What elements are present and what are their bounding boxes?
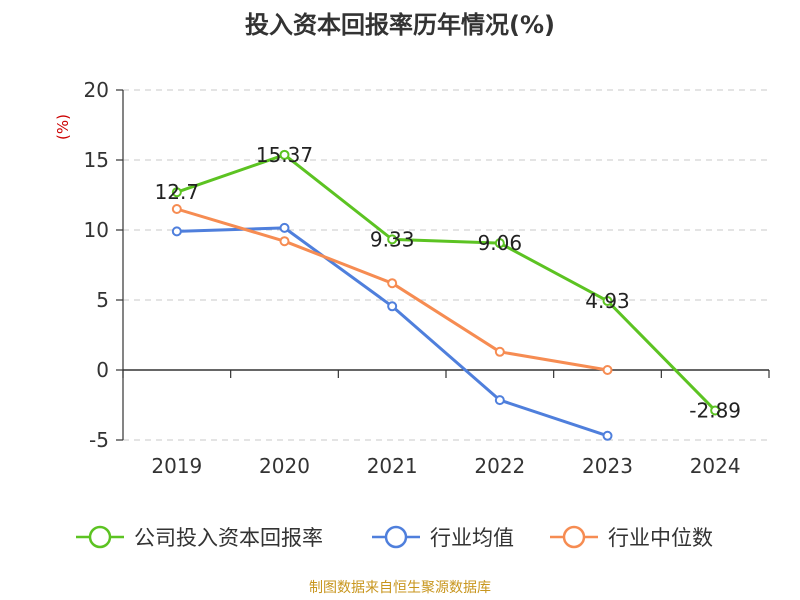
legend-label: 行业中位数	[608, 526, 713, 550]
data-point	[171, 187, 182, 198]
data-label: 9.33	[370, 227, 415, 251]
y-axis-unit: (%)	[54, 114, 72, 140]
legend-label: 公司投入资本回报率	[134, 526, 323, 550]
x-axis: 2019 2020 2021 2022 2023 2024	[122, 369, 770, 478]
data-point	[279, 222, 290, 233]
x-tick-label: 2020	[259, 454, 310, 478]
legend-marker	[562, 525, 586, 549]
chart-title: 投入资本回报率历年情况(%)	[245, 11, 555, 39]
x-tick-label: 2024	[690, 454, 741, 478]
data-point	[710, 405, 721, 416]
series-line-1	[176, 226, 608, 438]
x-tick-label: 2022	[474, 454, 525, 478]
legend-marker	[88, 525, 112, 549]
data-label: 15.37	[256, 143, 313, 167]
data-label: 9.06	[478, 231, 523, 255]
data-point	[387, 301, 398, 312]
data-label: 4.93	[585, 289, 630, 313]
data-point	[494, 346, 505, 357]
x-tick-label: 2021	[367, 454, 418, 478]
grid-lines	[123, 89, 769, 441]
x-tick-label: 2019	[151, 454, 202, 478]
data-point	[387, 234, 398, 245]
data-point	[171, 204, 182, 214]
legend-marker	[384, 525, 408, 549]
data-point	[602, 295, 613, 306]
y-tick-label: 5	[96, 288, 109, 312]
x-tick-label: 2023	[582, 454, 633, 478]
series-line-0	[176, 153, 717, 412]
data-point	[387, 278, 398, 289]
data-point	[171, 226, 182, 237]
y-tick-label: 20	[84, 78, 109, 102]
y-tick-label: -5	[89, 428, 109, 452]
data-point	[279, 149, 290, 160]
data-point	[279, 236, 290, 247]
series-lines	[171, 149, 721, 441]
data-labels: 12.7 15.37 9.33 9.06 4.93 -2.89	[155, 143, 741, 423]
y-tick-label: 0	[96, 358, 109, 382]
y-tick-label: 10	[84, 218, 109, 242]
data-point	[602, 430, 613, 441]
data-source-note: 制图数据来自恒生聚源数据库	[309, 580, 491, 596]
data-point	[494, 395, 505, 406]
legend-label: 行业均值	[430, 526, 514, 550]
data-label: 12.7	[155, 180, 200, 204]
data-point	[602, 365, 613, 375]
y-axis-ticks: 20 15 10 5 0 -5	[84, 78, 124, 452]
y-tick-label: 15	[84, 148, 109, 172]
legend: 公司投入资本回报率 行业均值 行业中位数	[76, 525, 713, 550]
data-label: -2.89	[689, 398, 741, 422]
data-point	[494, 238, 505, 249]
